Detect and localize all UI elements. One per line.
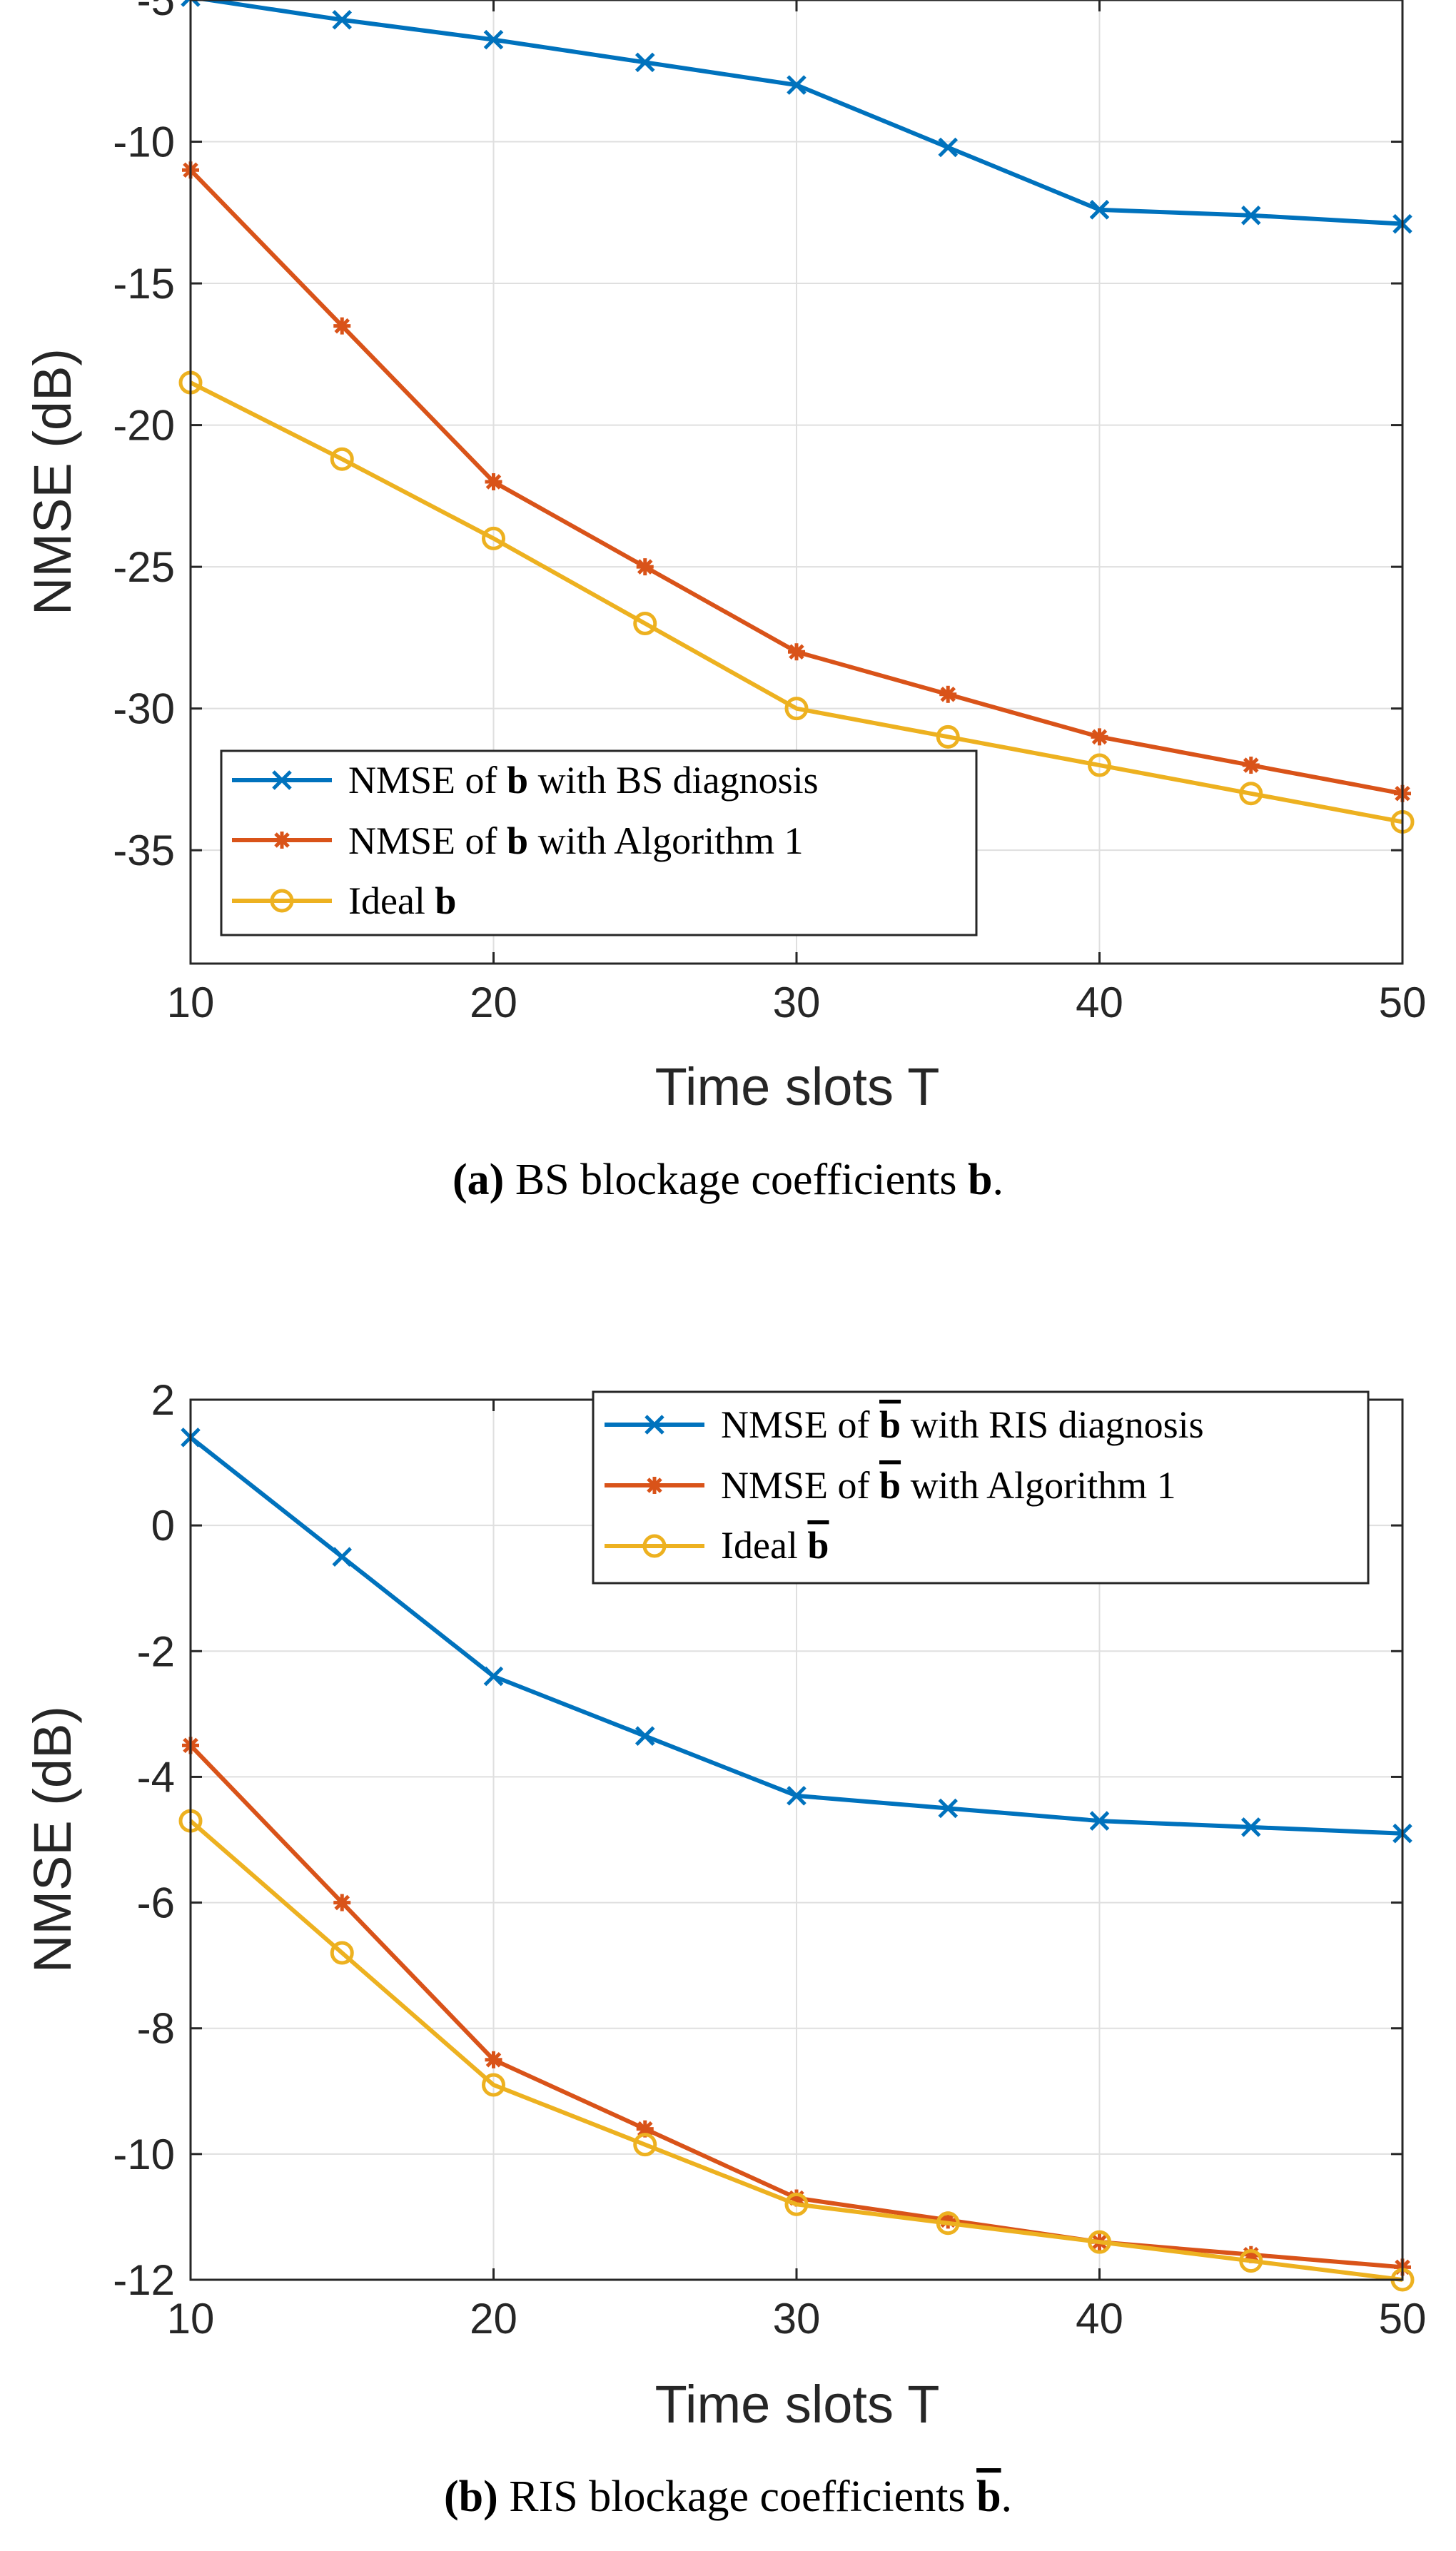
legend-marker-3 <box>642 1534 667 1558</box>
data-point-series-3 <box>330 1941 354 1965</box>
data-point-series-3 <box>936 724 960 749</box>
data-point-series-1 <box>483 29 504 50</box>
series-line-3 <box>189 1819 1403 2282</box>
legend-marker-2 <box>646 1477 663 1494</box>
x-tick-label: 50 <box>1379 2295 1427 2343</box>
y-tick-label: -5 <box>137 0 175 24</box>
data-point-series-2 <box>939 685 957 703</box>
data-point-series-1 <box>332 10 353 30</box>
x-tick-label: 30 <box>773 979 821 1026</box>
chart-panel-a: 10 20 30 40 50 -5 -10 -15 -20 -25 -30 -35 NMSE of b… <box>23 0 1426 1204</box>
x-tick-label: 40 <box>1076 2295 1123 2343</box>
axes-box <box>189 0 1404 965</box>
data-point-series-3 <box>482 526 505 550</box>
data-point-series-1 <box>635 52 655 73</box>
x-axis-label: Time slots T <box>655 1057 940 1116</box>
y-tick-label: -12 <box>113 2256 175 2304</box>
data-point-series-1 <box>483 1666 504 1687</box>
caption-a: (a) BS blockage coefficients b. <box>453 1156 1003 1204</box>
y-tick-label: 2 <box>151 1376 175 1424</box>
data-point-series-3 <box>1088 753 1111 777</box>
y-tick-label: -10 <box>113 2131 175 2178</box>
x-tick-label: 10 <box>167 979 215 1026</box>
data-point-series-1 <box>181 0 201 7</box>
legend-entry-3: Ideal b <box>721 1524 829 1567</box>
y-axis-label: NMSE (dB) <box>23 348 82 615</box>
series-lines <box>178 1428 1415 2292</box>
x-tick-label: 20 <box>470 979 517 1026</box>
legend-entry-1: NMSE of b with RIS diagnosis <box>721 1403 1204 1446</box>
y-tick-label: -4 <box>137 1753 175 1801</box>
x-tick-label: 20 <box>470 2295 517 2343</box>
legend: NMSE of b with BS diagnosis NMSE of b wi… <box>220 749 978 936</box>
legend-marker-2 <box>273 832 290 849</box>
legend-marker-1 <box>644 1415 664 1435</box>
data-point-series-1 <box>635 1726 655 1746</box>
data-point-series-3 <box>1088 2230 1111 2254</box>
legend-marker-3 <box>270 889 294 913</box>
x-tick-label: 50 <box>1379 979 1427 1026</box>
data-point-series-2 <box>1242 757 1260 774</box>
data-point-series-3 <box>330 447 354 471</box>
data-point-series-1 <box>938 1798 959 1819</box>
y-tick-label: -10 <box>113 118 175 166</box>
data-point-series-2 <box>333 1894 351 1911</box>
y-tick-label: -20 <box>113 402 175 450</box>
y-tick-label: -15 <box>113 260 175 308</box>
data-point-series-1 <box>1089 200 1110 220</box>
legend-entry-2: NMSE of b with Algorithm 1 <box>721 1464 1176 1507</box>
data-point-series-1 <box>1240 1817 1261 1837</box>
data-point-series-1 <box>938 137 959 158</box>
data-point-series-2 <box>485 473 502 490</box>
series-line-3 <box>189 380 1403 824</box>
legend-marker-1 <box>272 770 292 790</box>
data-point-series-3 <box>633 612 657 636</box>
x-axis-label: Time slots T <box>655 2375 940 2434</box>
y-tick-label: -30 <box>113 685 175 733</box>
data-point-series-3 <box>482 2073 505 2097</box>
series-lines <box>178 0 1415 834</box>
y-tick-label: 0 <box>151 1502 175 1550</box>
data-point-series-1 <box>787 1786 807 1806</box>
y-tick-label: -8 <box>137 2005 175 2053</box>
y-tick-label: -6 <box>137 1879 175 1927</box>
data-point-series-3 <box>936 2211 960 2236</box>
data-point-series-2 <box>485 2051 502 2068</box>
data-point-series-3 <box>633 2133 657 2157</box>
data-point-series-2 <box>788 643 805 661</box>
y-tick-label: -35 <box>113 827 175 874</box>
legend: NMSE of b with RIS diagnosis NMSE of b w… <box>592 1390 1370 1585</box>
data-point-series-1 <box>332 1547 353 1567</box>
x-tick-label: 40 <box>1076 979 1123 1026</box>
data-point-series-2 <box>636 558 654 576</box>
y-tick-label: -25 <box>113 543 175 591</box>
axis-ticks: 10 20 30 40 50 -5 -10 -15 -20 -25 -30 -35 <box>113 0 1426 1026</box>
data-point-series-2 <box>1091 728 1108 746</box>
data-point-series-3 <box>1239 2249 1263 2273</box>
legend-box <box>592 1390 1370 1585</box>
legend-entry-2: NMSE of b with Algorithm 1 <box>348 819 804 862</box>
caption-b: (b) RIS blockage coefficients b. <box>444 2472 1012 2521</box>
data-point-series-1 <box>1240 205 1261 226</box>
x-tick-label: 30 <box>773 2295 821 2343</box>
y-axis-label: NMSE (dB) <box>23 1706 82 1973</box>
legend-box <box>220 749 978 936</box>
x-tick-label: 10 <box>167 2295 215 2343</box>
data-point-series-2 <box>333 317 351 335</box>
legend-markers <box>605 1415 704 1558</box>
data-point-series-3 <box>784 697 809 721</box>
data-point-series-3 <box>784 2192 809 2216</box>
legend-entry-3: Ideal b <box>348 879 456 922</box>
legend-entry-1: NMSE of b with BS diagnosis <box>348 759 819 802</box>
data-point-series-1 <box>787 75 807 95</box>
data-point-series-1 <box>1089 1811 1110 1831</box>
y-tick-label: -2 <box>137 1627 175 1675</box>
legend-markers <box>232 770 332 913</box>
data-point-series-3 <box>1239 782 1263 806</box>
